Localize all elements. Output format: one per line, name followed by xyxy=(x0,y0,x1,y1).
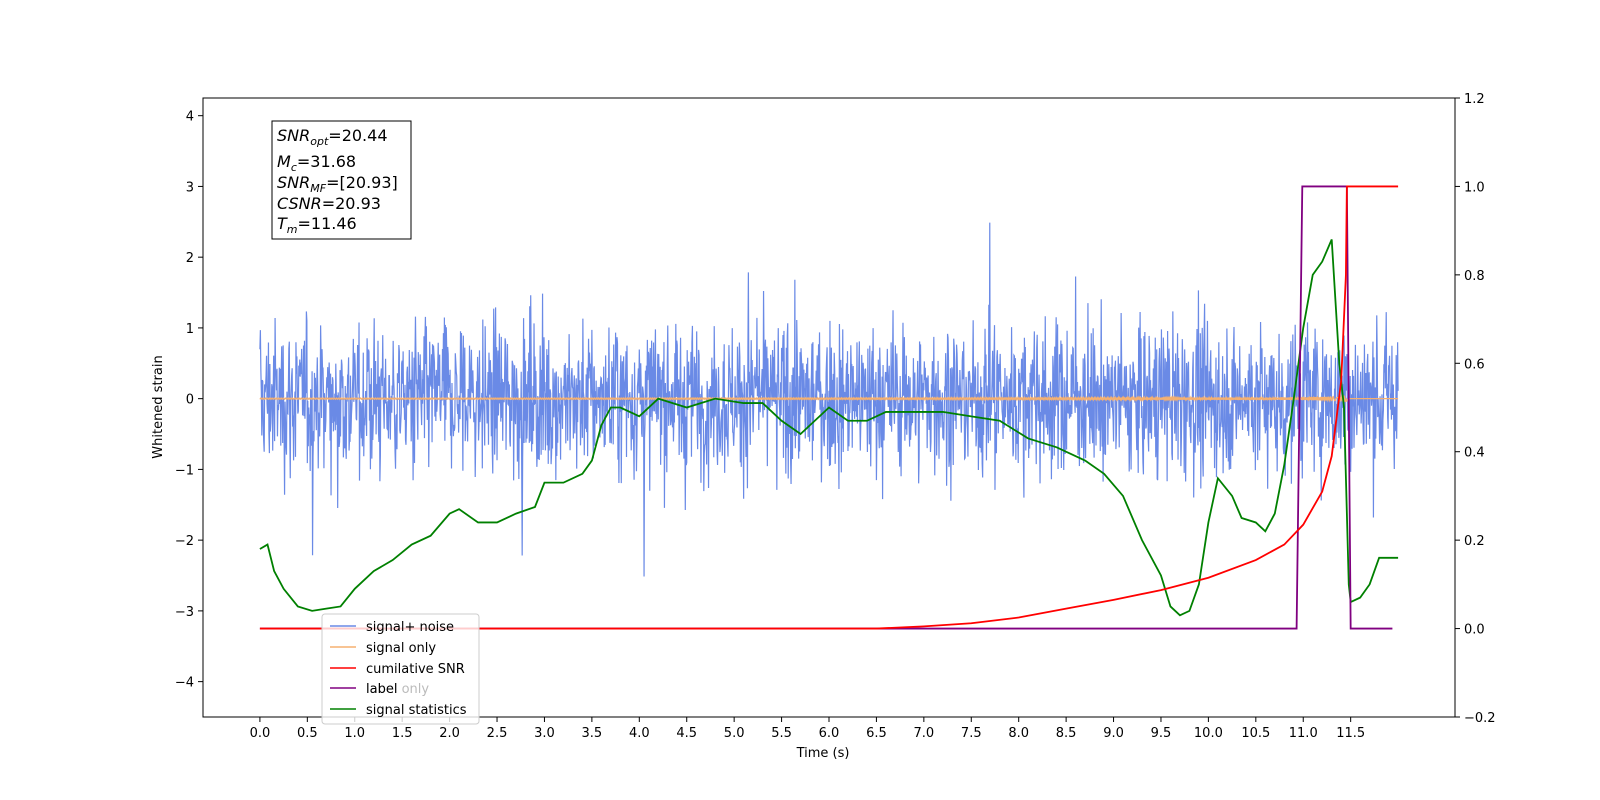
x-tick-label: 11.0 xyxy=(1289,726,1318,741)
label-line xyxy=(259,185,1393,630)
y2-tick-label: −0.2 xyxy=(1464,711,1496,726)
x-tick-label: 1.0 xyxy=(344,726,365,741)
y2-tick-label: 1.2 xyxy=(1464,92,1485,107)
x-tick-label: 0.5 xyxy=(297,726,318,741)
x-tick-label: 10.5 xyxy=(1241,726,1270,741)
y-tick-label: −4 xyxy=(175,676,194,691)
annotation-snr-mf: SNRMF=[20.93] xyxy=(277,173,398,195)
signal-noise-series xyxy=(259,222,1399,577)
legend: signal+ noise signal only cumilative SNR… xyxy=(321,613,480,725)
x-tick-label: 11.5 xyxy=(1336,726,1365,741)
x-tick-label: 8.5 xyxy=(1056,726,1077,741)
y2-tick-label: 0.2 xyxy=(1464,534,1485,549)
legend-label-cumulative-snr: cumilative SNR xyxy=(366,662,465,677)
y2-tick-label: 1.0 xyxy=(1464,180,1485,195)
x-tick-label: 5.0 xyxy=(724,726,745,741)
legend-entry-label-only: label only xyxy=(366,682,429,697)
signal-noise-line xyxy=(259,222,1399,577)
x-tick-label: 9.5 xyxy=(1151,726,1172,741)
legend-entry-cumulative-snr: cumilative SNR xyxy=(330,662,465,677)
cumulative-snr-series xyxy=(259,185,1399,630)
y-tick-label: −3 xyxy=(175,605,194,620)
y-tick-label: 2 xyxy=(186,251,194,266)
y-tick-label: −2 xyxy=(175,534,194,549)
annotation-mc: Mc=31.68 xyxy=(277,152,356,174)
x-tick-label: 3.5 xyxy=(582,726,603,741)
legend-label-label: label xyxy=(366,682,397,697)
x-tick-label: 3.0 xyxy=(534,726,555,741)
legend-entry-signal-statistics: signal statistics xyxy=(330,703,467,718)
signal-only-line xyxy=(259,393,1399,403)
x-tick-label: 1.5 xyxy=(392,726,413,741)
legend-entry-signal-only: signal only xyxy=(330,641,436,656)
x-tick-label: 2.5 xyxy=(487,726,508,741)
y2-tick-label: 0.0 xyxy=(1464,623,1485,638)
x-axis-label: Time (s) xyxy=(796,746,850,761)
annotation-snr-opt: SNRopt=20.44 xyxy=(277,126,388,148)
annotation-csnr: CSNR=20.93 xyxy=(277,194,381,213)
annotation-box: SNRopt=20.44 Mc=31.68 SNRMF=[20.93] CSNR… xyxy=(271,120,412,240)
y2-tick-label: 0.8 xyxy=(1464,269,1485,284)
label-series xyxy=(259,185,1393,630)
y-axis-right: −0.2 0.0 0.2 0.4 0.6 0.8 1.0 1.2 xyxy=(1455,92,1496,726)
x-tick-label: 0.0 xyxy=(250,726,271,741)
cumulative-snr-line xyxy=(259,185,1399,630)
x-axis: 0.0 0.5 1.0 1.5 2.0 2.5 3.0 3.5 4.0 4.5 5.0 5.5 6.0 6… xyxy=(250,717,1365,741)
legend-entry-signal-noise: signal+ noise xyxy=(330,620,454,635)
x-tick-label: 9.0 xyxy=(1103,726,1124,741)
x-tick-label: 7.0 xyxy=(914,726,935,741)
y-tick-label: −1 xyxy=(175,463,194,478)
x-tick-label: 7.5 xyxy=(961,726,982,741)
annotation-tm: Tm=11.46 xyxy=(277,214,357,236)
y2-tick-label: 0.4 xyxy=(1464,446,1485,461)
x-tick-label: 6.5 xyxy=(866,726,887,741)
x-tick-label: 8.0 xyxy=(1008,726,1029,741)
x-tick-label: 6.0 xyxy=(819,726,840,741)
x-tick-label: 5.5 xyxy=(771,726,792,741)
y-tick-label: 0 xyxy=(186,393,194,408)
y-axis-left: −4 −3 −2 −1 0 1 2 3 4 xyxy=(175,110,203,691)
x-tick-label: 4.5 xyxy=(676,726,697,741)
y-tick-label: 3 xyxy=(186,180,194,195)
x-tick-label: 10.0 xyxy=(1194,726,1223,741)
x-tick-label: 2.0 xyxy=(439,726,460,741)
legend-label-signal-noise: signal+ noise xyxy=(366,620,454,635)
y2-tick-label: 0.6 xyxy=(1464,357,1485,372)
y-tick-label: 1 xyxy=(186,322,194,337)
legend-label-label-only: label only xyxy=(366,682,429,697)
legend-label-signal-statistics: signal statistics xyxy=(366,703,467,718)
y-tick-label: 4 xyxy=(186,110,194,125)
legend-entry-label: label xyxy=(330,682,397,697)
y-axis-label: Whitened strain xyxy=(151,355,166,458)
signal-only-series xyxy=(259,393,1399,403)
legend-label-signal-only: signal only xyxy=(366,641,436,656)
x-tick-label: 4.0 xyxy=(629,726,650,741)
